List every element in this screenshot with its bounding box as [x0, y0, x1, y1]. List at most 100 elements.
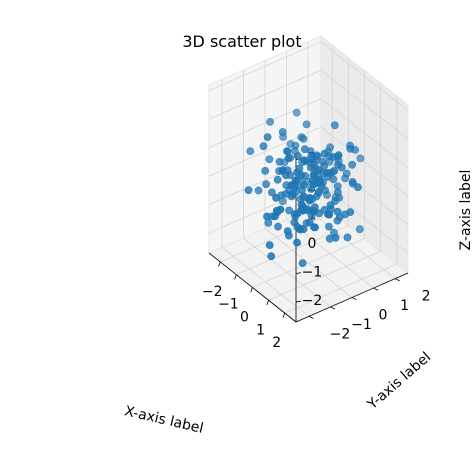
data-point [318, 169, 327, 178]
data-point [266, 118, 274, 126]
data-point [293, 151, 302, 160]
data-point [288, 190, 297, 198]
x-tick-mark [250, 287, 253, 293]
data-point [308, 206, 317, 215]
x-tick-label: 1 [256, 322, 265, 338]
data-point [287, 181, 296, 190]
x-axis-label: X-axis label [123, 403, 205, 437]
y-tick-mark [394, 278, 400, 282]
data-point [355, 225, 364, 234]
y-tick-mark [330, 306, 336, 310]
data-point [273, 175, 282, 184]
data-point [283, 227, 292, 235]
x-tick-mark [218, 261, 221, 267]
data-point [310, 223, 318, 232]
x-tick-label: 2 [272, 335, 281, 351]
x-tick-mark [234, 274, 237, 280]
data-point [348, 160, 357, 169]
data-point [264, 218, 273, 227]
y-tick-label: −1 [351, 317, 372, 333]
y-tick-mark [373, 287, 379, 291]
data-point [279, 166, 287, 175]
x-tick-label: 0 [240, 310, 249, 326]
y-tick-mark [308, 315, 314, 319]
data-point [295, 164, 304, 173]
y-tick-mark [351, 297, 357, 301]
data-point [293, 238, 301, 247]
data-point [300, 156, 308, 164]
data-point [353, 183, 362, 192]
grid-line-y [307, 209, 396, 279]
grid-line-z [320, 126, 409, 197]
grid-line-z [208, 41, 322, 92]
data-point [306, 153, 315, 161]
data-point [301, 172, 310, 180]
x-tick-mark [282, 312, 286, 318]
data-point [265, 155, 274, 164]
data-point [254, 186, 263, 195]
data-point [312, 192, 321, 201]
z-tick-mark [295, 272, 301, 274]
grid-line-y [264, 228, 353, 298]
data-point [320, 161, 329, 170]
data-point [246, 147, 255, 155]
data-point [270, 212, 279, 221]
data-point [356, 154, 365, 163]
data-point [278, 128, 287, 136]
data-point [265, 241, 274, 249]
data-point [267, 252, 276, 261]
data-point [275, 157, 284, 166]
x-tick-mark [266, 300, 269, 306]
data-point [290, 210, 299, 219]
y-tick-label: 1 [400, 298, 409, 314]
data-point [286, 140, 295, 148]
grid-line-z [320, 98, 409, 168]
data-point [298, 259, 307, 267]
data-point [300, 181, 308, 190]
data-point [330, 121, 339, 130]
z-tick-label: −2 [302, 293, 323, 309]
data-point [346, 144, 355, 153]
y-tick-label: 0 [379, 308, 388, 324]
y-tick-label: 2 [422, 289, 431, 305]
data-point [309, 171, 318, 180]
data-point [331, 233, 340, 242]
z-tick-label: −1 [302, 265, 323, 281]
data-point [320, 149, 329, 158]
data-point [267, 188, 276, 197]
grid-line-z [320, 69, 409, 140]
data-point [263, 212, 271, 221]
data-point [334, 160, 342, 169]
data-point [333, 216, 342, 225]
data-point [302, 120, 311, 129]
grid-line-y [221, 247, 310, 317]
data-point [274, 222, 282, 231]
data-point [333, 207, 342, 216]
data-point [343, 233, 352, 242]
grid-line-z [320, 41, 409, 112]
z-tick-mark [295, 300, 301, 303]
data-point [309, 180, 318, 188]
data-point [283, 147, 291, 155]
data-point [261, 166, 270, 175]
grid-line-z [208, 69, 322, 120]
data-point [292, 108, 301, 117]
data-point [284, 154, 293, 163]
data-point [290, 218, 299, 227]
data-point [305, 218, 314, 227]
data-point [324, 210, 332, 219]
grid-line-z [208, 98, 322, 149]
y-tick-label: −2 [330, 326, 351, 342]
data-point [333, 188, 342, 197]
data-point [297, 206, 305, 215]
data-point [285, 206, 294, 215]
data-point [244, 186, 253, 195]
data-point [262, 180, 270, 189]
data-point [346, 208, 355, 216]
data-point [263, 133, 272, 141]
data-point [276, 205, 285, 214]
data-points [244, 108, 365, 267]
grid-line-y [243, 237, 331, 308]
